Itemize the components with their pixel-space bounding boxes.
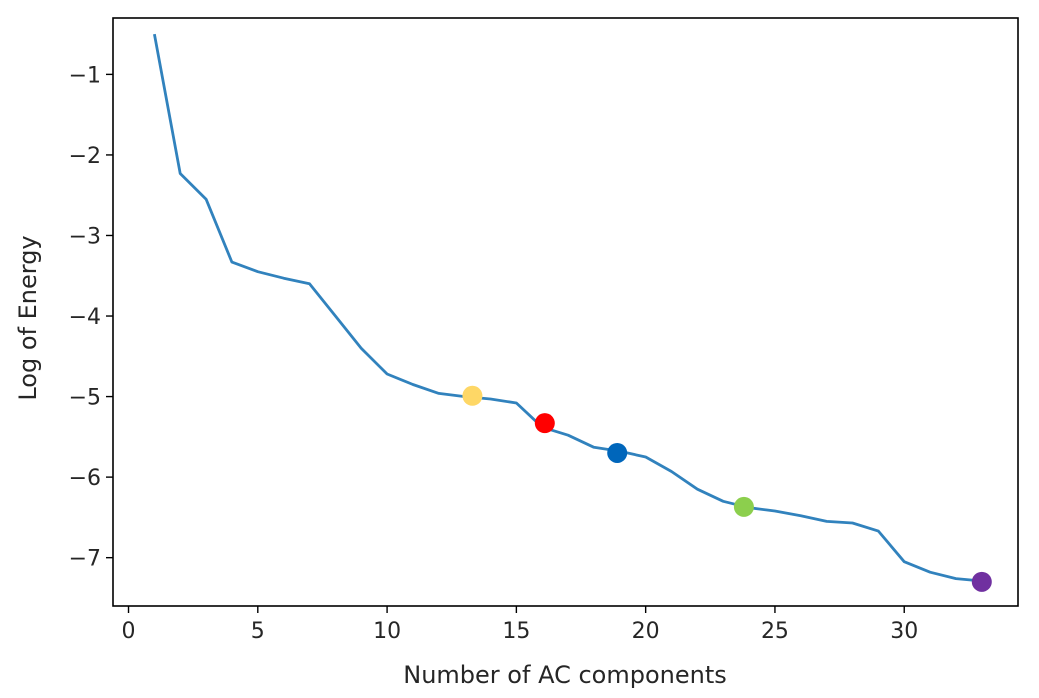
x-axis-label: Number of AC components	[403, 661, 726, 689]
marker-point-0	[462, 385, 483, 406]
plot-frame	[112, 17, 1019, 607]
y-tick-label-6: −7	[69, 547, 101, 572]
y-tick-label-2: −3	[69, 224, 101, 249]
y-tick-label-4: −5	[69, 386, 101, 411]
x-tick-label-5: 25	[761, 619, 789, 644]
marker-point-3	[733, 496, 754, 517]
y-tick-label-1: −2	[69, 144, 101, 169]
x-tick-label-0: 0	[122, 619, 136, 644]
ticks-layer: 0 5 10 15 20 25 30 −1 −2 −3 −4 −5 −6 −7	[69, 63, 919, 644]
line-layer	[153, 33, 982, 583]
x-tick-label-1: 5	[251, 619, 265, 644]
x-tick-label-3: 15	[502, 619, 530, 644]
marker-point-1	[534, 413, 555, 434]
y-tick-label-0: −1	[69, 63, 101, 88]
marker-point-4	[971, 571, 992, 592]
marker-layer	[462, 385, 992, 592]
y-tick-label-5: −6	[69, 466, 101, 491]
y-tick-label-3: −4	[69, 305, 101, 330]
y-axis-label: Log of Energy	[14, 235, 42, 400]
x-tick-label-6: 30	[890, 619, 918, 644]
series-line-0	[153, 33, 982, 583]
x-tick-label-2: 10	[373, 619, 401, 644]
marker-point-2	[607, 442, 628, 463]
x-tick-label-4: 20	[632, 619, 660, 644]
